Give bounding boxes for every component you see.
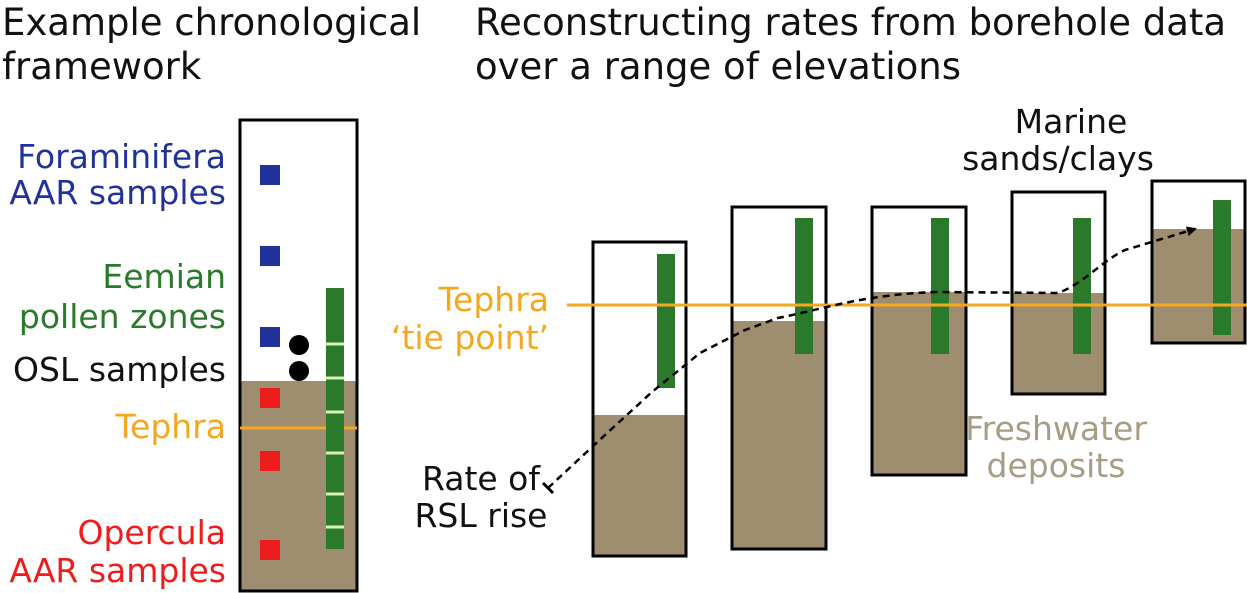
rate-label-line2: RSL rise	[415, 496, 548, 535]
borehole-outline	[1150, 179, 1247, 345]
borehole-5	[1150, 179, 1247, 345]
right-title-line2: over a range of elevations	[475, 45, 961, 88]
left-title-line2: framework	[2, 45, 202, 88]
core-outline	[238, 118, 359, 593]
borehole-pollen-bar	[795, 218, 813, 354]
rsl-rise-curve	[547, 226, 1197, 489]
borehole-pollen-bar	[931, 218, 949, 354]
eemian-label-line1: Eemian	[102, 257, 226, 296]
borehole-freshwater-fill	[593, 415, 686, 556]
tephra-tie-label-line2: ‘tie point’	[391, 318, 549, 357]
tephra-label: Tephra	[114, 407, 226, 446]
borehole-freshwater-fill	[732, 321, 826, 549]
framework-core	[238, 118, 359, 593]
pollen-zone-boundaries	[326, 342, 344, 529]
foraminifera-label-line1: Foraminifera	[17, 137, 226, 176]
borehole-2	[730, 205, 828, 551]
borehole-4	[1010, 190, 1107, 396]
osl-sample-marker	[289, 335, 309, 355]
left-title-line1: Example chronological	[2, 1, 421, 44]
borehole-outline	[1010, 190, 1107, 396]
rate-label-line1: Rate of	[422, 459, 541, 498]
foraminifera-sample-marker	[260, 246, 280, 266]
tephra-tie-label-line1: Tephra	[437, 280, 549, 319]
borehole-freshwater-fill	[1012, 293, 1105, 394]
borehole-outline	[591, 240, 688, 558]
rsl-curve-tail-tick	[541, 481, 555, 495]
borehole-freshwater-fill	[1152, 229, 1245, 343]
freshwater-label-line2: deposits	[987, 446, 1126, 485]
right-title-line1: Reconstructing rates from borehole data	[475, 1, 1226, 44]
opercula-sample-marker	[260, 540, 280, 560]
borehole-pollen-bar	[657, 254, 675, 388]
freshwater-label-line1: Freshwater	[965, 409, 1147, 448]
foraminifera-sample-marker	[260, 327, 280, 347]
pollen-zone-bar	[326, 288, 344, 549]
foraminifera-label-line2: AAR samples	[9, 173, 226, 212]
marine-label-line1: Marine	[1015, 102, 1128, 141]
marine-label-line2: sands/clays	[962, 139, 1154, 178]
opercula-label-line2: AAR samples	[9, 551, 226, 590]
eemian-label-line2: pollen zones	[19, 297, 226, 336]
borehole-3	[870, 205, 968, 477]
osl-label: OSL samples	[13, 350, 226, 389]
borehole-pollen-bar	[1213, 200, 1231, 335]
opercula-sample-marker	[260, 388, 280, 408]
borehole-outline	[730, 205, 828, 551]
opercula-sample-marker	[260, 451, 280, 471]
borehole-freshwater-fill	[872, 292, 966, 475]
borehole-outline	[870, 205, 968, 477]
foraminifera-sample-marker	[260, 165, 280, 185]
borehole-pollen-bar	[1073, 218, 1091, 354]
osl-sample-marker	[289, 361, 309, 381]
opercula-label-line1: Opercula	[77, 513, 226, 552]
borehole-1	[591, 240, 688, 558]
